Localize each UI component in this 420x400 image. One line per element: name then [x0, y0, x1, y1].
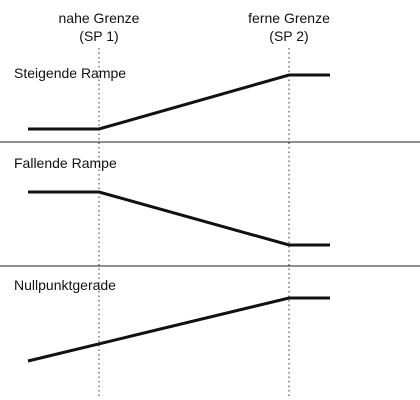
far-limit-label: ferne Grenze	[248, 10, 330, 26]
far-limit-sp-label: (SP 2)	[269, 28, 308, 44]
panel-label-rising-ramp: Steigende Rampe	[14, 65, 126, 81]
near-limit-label: nahe Grenze	[59, 10, 140, 26]
near-limit-sp-label: (SP 1)	[79, 28, 118, 44]
zero-line-curve	[27, 296, 330, 363]
panel-label-falling-ramp: Fallende Rampe	[14, 155, 117, 171]
falling-ramp-curve	[28, 190, 330, 247]
rising-ramp-curve	[28, 73, 330, 131]
panel-label-zero-line: Nullpunktgerade	[14, 277, 116, 293]
